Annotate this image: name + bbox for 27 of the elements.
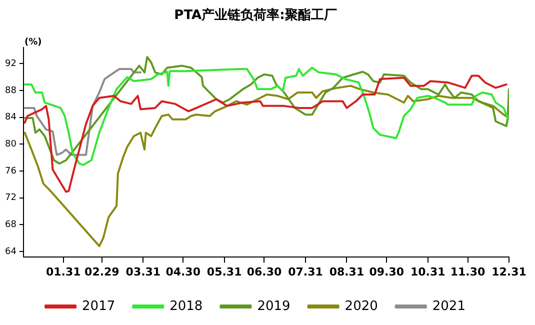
- x-tick-label: 10.31: [410, 265, 446, 278]
- y-tick-label: 84: [5, 112, 17, 123]
- y-tick-label: 72: [5, 193, 16, 204]
- x-tick-label: 04.30: [166, 265, 201, 278]
- x-tick-label: 11.30: [450, 265, 486, 278]
- x-tick-label: 03.31: [126, 265, 161, 278]
- x-tick-label: 06.30: [246, 265, 282, 278]
- x-tick-label: 07.31: [288, 265, 323, 278]
- y-tick-label: 64: [5, 246, 17, 257]
- x-tick-label: 02.29: [84, 265, 120, 278]
- y-tick-label: 80: [5, 140, 17, 150]
- y-tick-label: 68: [5, 220, 17, 230]
- y-tick-label: 88: [5, 86, 17, 96]
- x-tick-label: 12.31: [492, 265, 526, 278]
- legend-label: 2019: [257, 298, 290, 314]
- chart-title: PTA产业链负荷率:聚酯工厂: [174, 7, 337, 24]
- legend-label: 2018: [170, 298, 203, 314]
- x-tick-label: 01.31: [46, 265, 81, 278]
- x-tick-label: 09.30: [369, 265, 404, 278]
- y-tick-label: 92: [5, 59, 16, 70]
- y-tick-label: 76: [5, 166, 17, 176]
- x-tick-label: 08.31: [329, 265, 364, 278]
- legend-label: 2021: [432, 298, 466, 314]
- legend-label: 2020: [344, 298, 378, 314]
- legend-label: 2017: [82, 298, 116, 314]
- y-axis-title: (%): [24, 37, 42, 48]
- x-tick-label: 05.31: [206, 265, 242, 278]
